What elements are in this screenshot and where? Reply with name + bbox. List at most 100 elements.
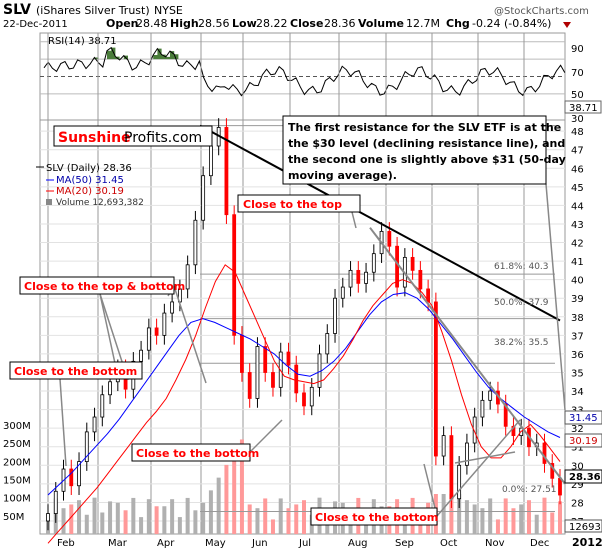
volume-bar: [178, 517, 182, 534]
volume-bar: [170, 499, 174, 534]
volume-bar: [139, 517, 143, 534]
candle-body: [411, 257, 414, 270]
annotation-close-to-bottom-right: Close to the bottom: [311, 508, 438, 525]
candle-body: [489, 391, 492, 400]
candle-body: [442, 436, 445, 456]
candle-body: [93, 417, 96, 432]
candle-body: [287, 352, 290, 365]
volume-bar: [263, 498, 267, 534]
chg-label: Chg: [446, 17, 470, 30]
candle-body: [450, 436, 453, 499]
annotation-text-top: Close to the top: [243, 198, 342, 211]
candle-body: [295, 365, 298, 393]
volume-bar: [77, 500, 81, 534]
fib-label-000: 0.0%: 27.51: [502, 485, 557, 495]
candle-body: [543, 443, 546, 463]
volume-bar: [488, 498, 492, 534]
candle-body: [264, 346, 267, 372]
price-tick-label: 42: [571, 239, 584, 250]
candle-body: [357, 270, 360, 283]
candle-body: [163, 313, 166, 335]
logo-part2: Profits.com: [124, 130, 202, 146]
candle-body: [101, 395, 104, 417]
x-tick-label: Dec: [530, 538, 549, 549]
candle-body: [434, 302, 437, 456]
high-value: 28.56: [198, 17, 230, 30]
open-value: 28.48: [136, 17, 168, 30]
x-tick-label: Apr: [157, 538, 175, 549]
candle-body: [209, 146, 212, 176]
annotation-close-to-bottom-mid: Close to the bottom: [132, 444, 259, 461]
candle-body: [54, 491, 57, 513]
candle-body: [388, 231, 391, 246]
candle-body: [186, 265, 189, 289]
annotation-text-top-bottom: Close to the top & bottom: [24, 280, 185, 293]
candle-body: [341, 287, 344, 298]
x-tick-label: Aug: [348, 538, 368, 549]
volume-tick-label: 100M: [3, 494, 31, 505]
volume-bar: [248, 504, 252, 534]
close-label: Close: [290, 17, 323, 30]
marker-last: 28.36: [569, 472, 601, 483]
note-line-2: the $30 level (declining resistance line…: [288, 137, 565, 150]
rsi-tick-50: 50: [571, 90, 584, 101]
price-tick-label: 39: [571, 294, 584, 305]
annotation-text-bottom-right: Close to the bottom: [315, 511, 438, 524]
candle-body: [47, 514, 50, 521]
candle-body: [372, 254, 375, 273]
volume-value: 12.7M: [406, 17, 440, 30]
price-tick-label: 36: [571, 350, 584, 361]
x-tick-label: Sep: [395, 538, 414, 549]
legend-price: SLV (Daily) 28.36: [46, 163, 132, 174]
volume-bar: [108, 501, 112, 534]
volume-bar: [93, 498, 97, 534]
candle-body: [240, 335, 243, 372]
volume-bar: [155, 506, 159, 534]
candle-body: [171, 302, 174, 313]
candle-body: [559, 478, 562, 495]
candle-body: [248, 372, 251, 398]
rsi-tick-70: 70: [571, 68, 584, 79]
x-tick-label: Jul: [298, 538, 311, 549]
price-tick-label: 48: [571, 127, 584, 138]
watermark: @StockCharts.com: [494, 6, 589, 17]
volume-bar: [85, 515, 89, 534]
volume-bar: [511, 508, 515, 534]
volume-bar: [535, 515, 539, 534]
price-tick-label: 47: [571, 146, 584, 157]
rsi-tick-90: 90: [571, 44, 584, 55]
candle-body: [326, 333, 329, 353]
volume-bar: [519, 504, 523, 534]
volume-bar: [255, 508, 259, 534]
volume-bar: [271, 519, 275, 534]
price-tick-label: 28: [571, 498, 584, 509]
price-tick-label: 45: [571, 183, 584, 194]
candle-body: [140, 350, 143, 361]
price-tick-label: 43: [571, 220, 584, 231]
annotation-text-bottom-left: Close to the bottom: [14, 365, 137, 378]
candle-body: [349, 270, 352, 287]
candle-body: [271, 372, 274, 387]
candle-body: [310, 387, 313, 406]
candle-body: [465, 443, 468, 465]
volume-bar: [558, 501, 562, 534]
volume-tick-label: 200M: [3, 457, 31, 468]
fib-label-382: 38.2%: 35.5: [494, 338, 549, 348]
volume-bar: [527, 500, 531, 534]
volume-bar: [193, 510, 197, 534]
sunshine-profits-logo: Sunshine Profits.com: [54, 126, 212, 146]
volume-bar: [496, 519, 500, 534]
annotation-close-to-top-bottom: Close to the top & bottom: [20, 277, 185, 294]
x-tick-label: 2012: [572, 536, 602, 549]
volume-bar: [286, 508, 290, 534]
x-tick-label: May: [205, 538, 226, 549]
volume-bar: [542, 498, 546, 534]
logo-part1: Sunshine: [58, 130, 131, 146]
price-tick-label: 38: [571, 313, 584, 324]
volume-bar: [224, 465, 228, 534]
x-tick-label: Feb: [57, 538, 75, 549]
candle-body: [194, 220, 197, 265]
x-tick-label: Oct: [440, 538, 457, 549]
volume-bar: [480, 508, 484, 534]
volume-tick-label: 50M: [3, 512, 24, 523]
